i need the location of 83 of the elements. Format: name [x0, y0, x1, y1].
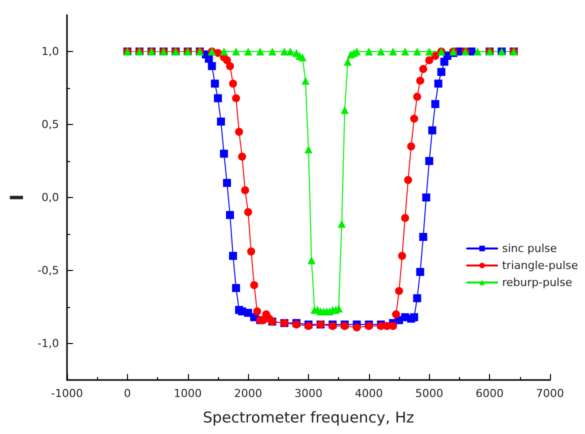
y-tick-label: 0,0	[42, 191, 59, 204]
point	[247, 248, 256, 256]
point	[428, 126, 436, 134]
point	[244, 208, 252, 216]
point	[241, 186, 250, 194]
point	[401, 214, 410, 222]
legend-label: triangle-pulse	[502, 259, 578, 272]
y-tick-label: 1,0	[42, 45, 59, 58]
point	[223, 56, 231, 64]
point	[268, 48, 276, 56]
point	[229, 252, 238, 260]
x-tick-label: 6000	[476, 387, 504, 400]
point	[410, 313, 418, 322]
point	[425, 48, 434, 56]
point	[338, 220, 346, 228]
point	[340, 106, 349, 114]
legend-label: sinc pulse	[502, 242, 558, 255]
point	[244, 48, 252, 56]
point	[431, 100, 440, 108]
point	[401, 48, 410, 56]
point	[419, 232, 428, 241]
point	[437, 68, 446, 76]
point	[210, 80, 219, 88]
point	[422, 194, 430, 202]
point	[398, 252, 406, 260]
x-tick-label: 4000	[354, 387, 383, 400]
point	[235, 128, 244, 136]
x-tick-label: 7000	[536, 387, 564, 400]
x-tick-label: 1000	[174, 387, 202, 400]
point	[389, 322, 398, 330]
point	[407, 142, 416, 150]
point	[226, 62, 234, 70]
point	[425, 157, 434, 165]
y-tick-label: -1,0	[38, 337, 59, 350]
point	[410, 114, 418, 123]
x-tick-label: 0	[124, 387, 131, 400]
point	[238, 152, 246, 161]
point	[232, 48, 240, 56]
x-tick-label: -1000	[51, 387, 83, 400]
point	[404, 176, 412, 184]
point	[376, 48, 385, 56]
point	[214, 94, 222, 102]
point	[308, 256, 316, 264]
point	[250, 281, 258, 290]
point	[344, 58, 352, 66]
point	[232, 94, 240, 102]
point	[416, 76, 424, 85]
point	[425, 56, 434, 64]
point	[216, 118, 225, 126]
point	[280, 48, 288, 56]
y-axis-title: I	[7, 194, 28, 201]
point	[220, 48, 228, 56]
point	[434, 80, 442, 88]
x-tick-label: 2000	[234, 387, 262, 400]
point	[301, 76, 310, 85]
point	[389, 48, 398, 56]
point	[208, 62, 216, 70]
point	[298, 53, 306, 62]
point	[413, 48, 422, 56]
y-tick-label: -0,5	[38, 264, 59, 277]
y-tick-label: 0,5	[42, 118, 59, 131]
x-axis-title: Spectrometer frequency, Hz	[202, 408, 414, 426]
point	[253, 307, 262, 316]
point	[364, 48, 373, 56]
x-tick-label: 5000	[415, 387, 444, 400]
point	[474, 48, 482, 56]
point	[229, 80, 238, 88]
point	[395, 286, 404, 295]
point	[286, 48, 294, 56]
point	[413, 294, 422, 302]
legend-label: reburp-pulse	[502, 276, 572, 289]
point	[352, 323, 361, 332]
point	[416, 268, 424, 276]
point	[392, 310, 400, 318]
point	[256, 48, 264, 56]
point	[304, 145, 312, 154]
point	[222, 178, 231, 187]
point	[220, 150, 228, 158]
point	[419, 65, 428, 74]
point	[232, 284, 240, 292]
x-tick-label: 3000	[294, 387, 322, 400]
point	[226, 211, 234, 220]
point	[413, 92, 422, 101]
